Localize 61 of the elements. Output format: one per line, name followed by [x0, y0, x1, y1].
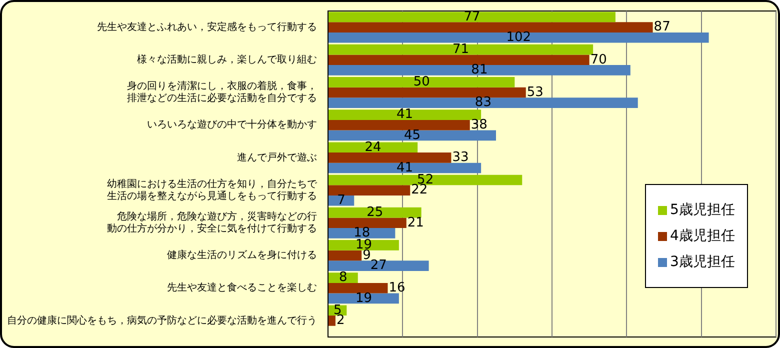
data-label: 16	[388, 280, 406, 296]
y-tick-label: 危険な場所，危険な遊び方，災害時などの行動の仕方が分かり，安全に気を付けて行動する	[107, 210, 317, 234]
bar	[328, 142, 418, 153]
bar	[328, 260, 429, 271]
data-label: 41	[396, 107, 414, 122]
bar	[328, 207, 422, 218]
bar	[328, 120, 470, 130]
data-label: 8	[339, 270, 348, 286]
data-label: 87	[654, 20, 670, 35]
y-tick-label: 様々な活動に親しみ，楽しんで取り組む	[137, 53, 317, 66]
bar	[328, 110, 482, 120]
bar	[328, 32, 709, 43]
bar	[328, 316, 336, 326]
y-tick-label: 身の回りを清潔にし，衣服の着脱，食事，排泄などの生活に必要な活動を自分でする	[127, 80, 317, 104]
bar	[328, 185, 410, 196]
y-tick-label: いろいろな遊びの中で十分体を動かす	[147, 118, 317, 131]
y-tick-label: 自分の健康に関心をもち，病気の予防などに必要な活動を進んで行う	[7, 314, 317, 326]
bar	[328, 162, 482, 174]
bar	[328, 240, 399, 250]
data-label: 45	[404, 128, 421, 143]
y-tick-label: 幼稚園における生活の仕方を知り，自分たちで生活の場を整えながら見通しをもって行動する	[107, 178, 318, 202]
bar	[328, 174, 522, 186]
y-tick-label: 先生や友達と食べることを楽しむ	[167, 282, 317, 294]
bar	[328, 65, 630, 76]
data-label: 19	[355, 290, 372, 306]
bar	[328, 228, 396, 238]
data-label: 50	[413, 74, 430, 90]
bar	[328, 22, 653, 32]
data-label: 102	[506, 30, 532, 45]
bar	[328, 44, 594, 55]
data-label: 38	[470, 117, 488, 132]
bar	[328, 54, 590, 66]
data-label: 83	[474, 95, 492, 110]
y-tick-label: 先生や友達とふれあい，安定感をもって行動する	[97, 20, 317, 33]
data-label: 70	[590, 52, 607, 68]
bar	[328, 195, 354, 206]
bar	[328, 282, 388, 294]
legend-label: 3歳児担任	[670, 253, 735, 271]
bar	[328, 87, 526, 98]
bar	[328, 130, 496, 141]
data-label: 33	[452, 150, 469, 166]
data-label: 41	[396, 160, 414, 176]
data-label: 7	[337, 193, 346, 208]
data-label: 53	[526, 84, 544, 100]
data-label: 71	[452, 42, 470, 57]
data-label: 2	[336, 313, 345, 328]
data-label: 25	[366, 204, 384, 220]
legend-label: 5歳児担任	[670, 201, 735, 219]
bar	[328, 250, 362, 261]
bar	[328, 152, 452, 163]
data-label: 81	[471, 62, 488, 78]
bar	[328, 77, 515, 88]
legend-label: 4歳児担任	[670, 227, 735, 245]
data-label: 24	[364, 140, 382, 155]
bar	[328, 218, 406, 228]
bar	[328, 98, 638, 108]
bar	[328, 12, 616, 22]
data-label: 27	[370, 258, 387, 274]
y-tick-label: 健康な生活のリズムを身に付ける	[167, 249, 317, 262]
y-tick-label: 進んで戸外で遊ぶ	[237, 151, 317, 164]
data-label: 21	[407, 215, 424, 230]
